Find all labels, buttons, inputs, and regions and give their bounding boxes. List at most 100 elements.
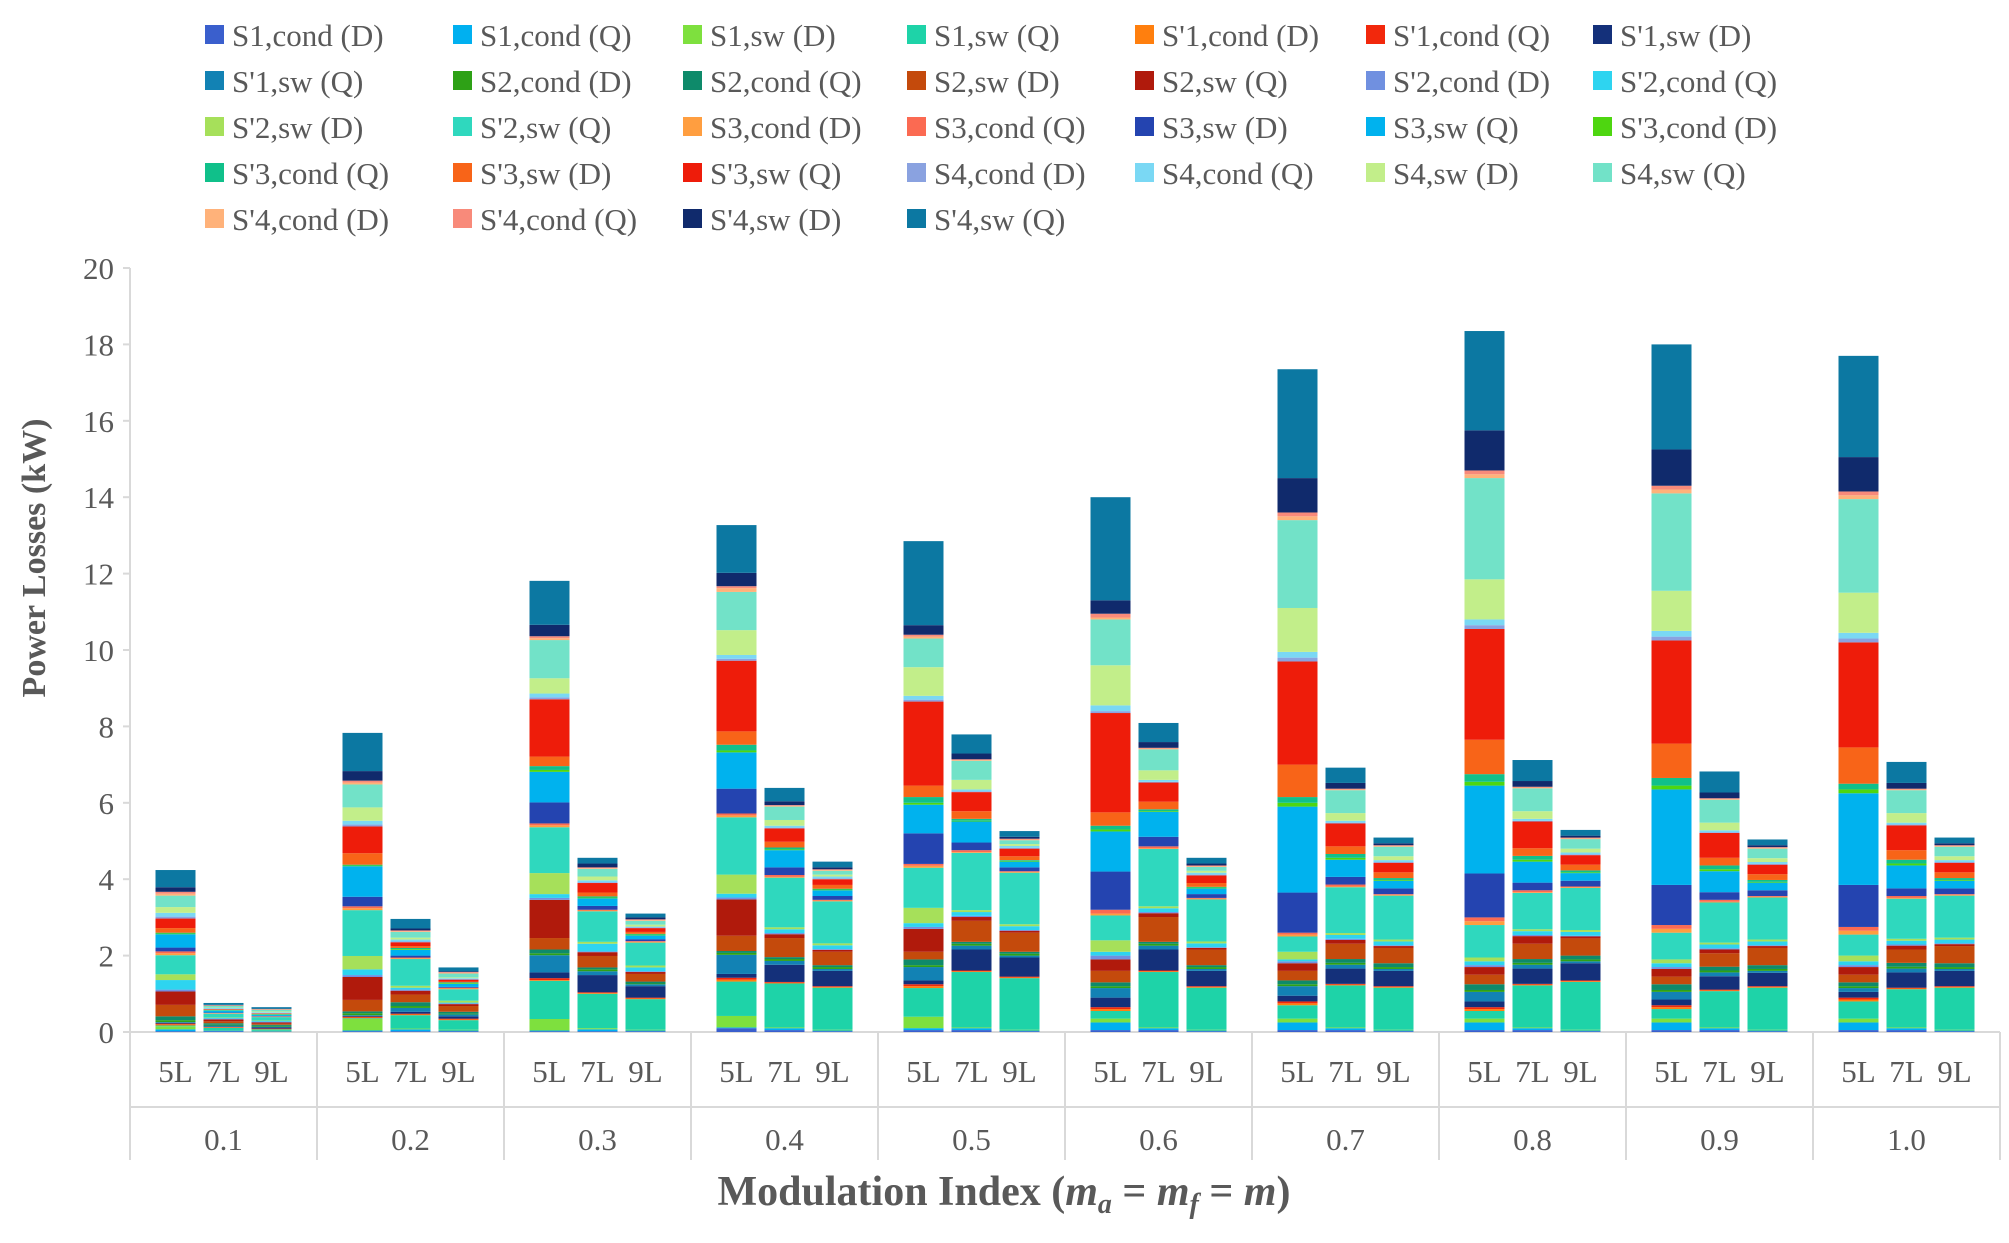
legend-label: S3,cond (Q) — [934, 110, 1086, 145]
bar-segment — [1839, 982, 1879, 986]
bar-segment — [1700, 865, 1740, 869]
bar-segment — [156, 896, 196, 907]
bar-segment — [765, 867, 805, 875]
bar-segment — [1465, 1022, 1505, 1030]
bar-segment — [1187, 899, 1227, 900]
bar-segment — [1561, 838, 1601, 839]
bar-segment — [1091, 971, 1131, 982]
legend-label: S'1,sw (D) — [1620, 18, 1751, 53]
bar-segment — [578, 877, 618, 881]
bar-segment — [1652, 925, 1692, 929]
bar-segment — [204, 1008, 244, 1009]
bar-segment — [343, 1030, 383, 1031]
stacked-bar — [578, 858, 618, 1032]
bar-segment — [343, 1017, 383, 1018]
bar-segment — [1278, 1005, 1318, 1018]
bar-segment — [1326, 959, 1366, 963]
bar-segment — [1839, 457, 1879, 491]
bar-segment — [1887, 989, 1927, 1027]
bar-segment — [1887, 1030, 1927, 1032]
bar-segment — [1187, 887, 1227, 888]
legend-swatch — [907, 163, 926, 182]
bar-segment — [439, 1030, 479, 1031]
level-tick-label: 7L — [1702, 1054, 1736, 1089]
legend-label: S'4,sw (Q) — [934, 202, 1065, 237]
bar-segment — [765, 826, 805, 828]
bar-segment — [813, 1030, 853, 1031]
bar-segment — [952, 761, 992, 780]
bar-segment — [156, 917, 196, 919]
bar-segment — [626, 935, 666, 936]
bar-segment — [1326, 860, 1366, 877]
level-tick-label: 9L — [628, 1054, 662, 1089]
bar-segment — [1326, 1030, 1366, 1032]
bar-segment — [204, 1006, 244, 1008]
bar-segment — [904, 803, 944, 805]
bar-segment — [952, 822, 992, 843]
bar-segment — [1326, 886, 1366, 887]
bar-segment — [1139, 912, 1179, 913]
bar-segment — [1000, 931, 1040, 933]
bar-segment — [717, 898, 757, 900]
legend-swatch — [453, 71, 472, 90]
bar-segment — [1000, 860, 1040, 861]
bar-segment — [717, 661, 757, 732]
bar-segment — [530, 894, 570, 898]
bar-segment — [1652, 631, 1692, 637]
legend-label: S'4,sw (D) — [710, 202, 841, 237]
bar-segment — [1000, 956, 1040, 958]
bar-segment — [626, 921, 666, 925]
bar-segment — [1513, 856, 1553, 860]
bar-segment — [813, 871, 853, 875]
bar-segment — [1748, 882, 1788, 883]
level-tick-label: 7L — [1141, 1054, 1175, 1089]
bar-segment — [1513, 788, 1553, 811]
legend-item: S'4,sw (Q) — [907, 202, 1065, 237]
legend-swatch — [907, 71, 926, 90]
bar-segment — [765, 933, 805, 934]
bar-segment — [904, 667, 944, 696]
legend-item: S'2,sw (Q) — [453, 110, 611, 145]
legend: S1,cond (D)S1,cond (Q)S1,sw (D)S1,sw (Q)… — [205, 18, 1777, 237]
bar-segment — [439, 1001, 479, 1003]
bar-segment — [1465, 975, 1505, 985]
bar-segment — [952, 760, 992, 761]
bar-segment — [391, 1014, 431, 1015]
y-tick-label: 0 — [99, 1015, 115, 1050]
bar-segment — [252, 1022, 292, 1023]
bar-segment — [1935, 856, 1975, 860]
stacked-bar — [1700, 771, 1740, 1032]
bar-segment — [578, 864, 618, 868]
bar-segment — [717, 586, 757, 588]
legend-swatch — [683, 163, 702, 182]
bar-segment — [1652, 591, 1692, 631]
bar-segment — [1326, 858, 1366, 860]
bar-segment — [1839, 639, 1879, 643]
bar-segment — [391, 940, 431, 942]
bar-segment — [1700, 900, 1740, 902]
bar-segment — [1561, 936, 1601, 937]
y-tick-label: 12 — [83, 557, 114, 592]
bar-segment — [1561, 865, 1601, 871]
bar-segment — [1139, 946, 1179, 950]
bar-segment — [1839, 1000, 1879, 1002]
bar-segment — [1326, 939, 1366, 940]
bar-segment — [252, 1021, 292, 1022]
bar-segment — [1887, 945, 1927, 946]
bar-segment — [391, 986, 431, 988]
level-tick-label: 7L — [1515, 1054, 1549, 1089]
group-tick-label: 0.7 — [1326, 1122, 1365, 1157]
bar-segment — [1187, 888, 1227, 889]
bar-segment — [1839, 1019, 1879, 1023]
bar-segment — [156, 919, 196, 929]
bar-segment — [391, 991, 431, 995]
bar-segment — [391, 988, 431, 990]
bar-segment — [904, 625, 944, 635]
stacked-bar — [1187, 858, 1227, 1032]
bar-segment — [1561, 872, 1601, 873]
legend-item: S1,cond (Q) — [453, 18, 632, 53]
bar-segment — [1187, 967, 1227, 969]
bar-segment — [813, 988, 853, 1030]
bar-segment — [1652, 990, 1692, 992]
bar-segment — [1748, 1030, 1788, 1031]
